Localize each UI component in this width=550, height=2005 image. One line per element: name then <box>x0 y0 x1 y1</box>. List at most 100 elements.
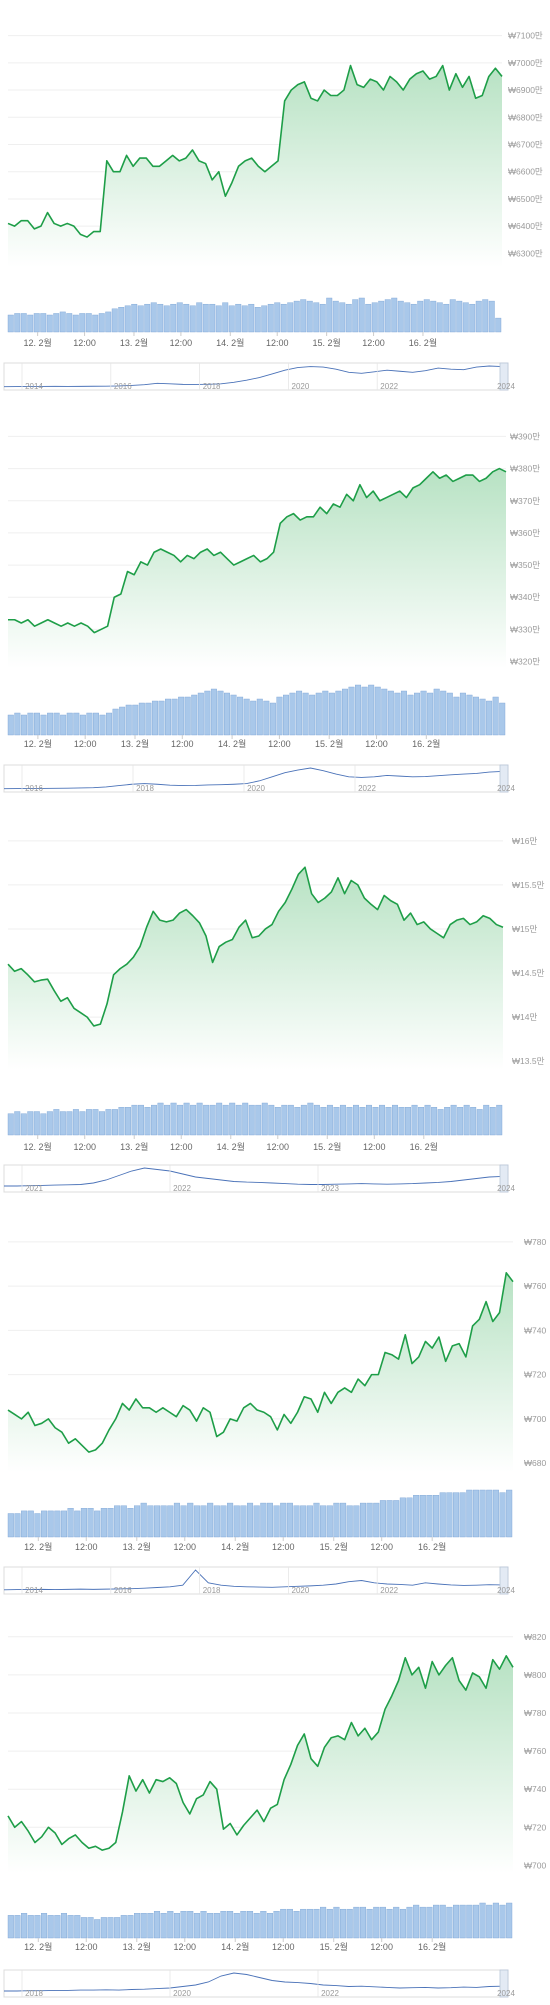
volume-bar <box>46 1111 53 1136</box>
x-tick-label: 12:00 <box>370 1542 393 1552</box>
navigator-window[interactable] <box>499 1969 509 1998</box>
volume-bar <box>74 1510 81 1538</box>
y-tick-label: ₩6700만 <box>508 140 543 150</box>
volume-bar <box>217 690 224 736</box>
volume-bar <box>433 1904 440 1939</box>
navigator[interactable]: 2018 2020 2022 2024 <box>3 1969 515 1998</box>
navigator-window[interactable] <box>499 1164 509 1193</box>
volume-bar <box>276 696 283 736</box>
volume-bar <box>267 303 274 333</box>
volume-bar <box>302 692 309 736</box>
navigator-year-label: 2014 <box>25 1586 43 1595</box>
price-line[interactable] <box>7 866 504 1027</box>
volume-bar <box>453 1492 460 1538</box>
navigator-year-label: 2018 <box>203 1586 221 1595</box>
volume-bar <box>384 299 391 333</box>
volume-bar <box>463 1104 470 1136</box>
navigator-window[interactable] <box>499 1566 509 1595</box>
navigator[interactable]: 2014 2016 2018 2020 2022 2024 <box>3 362 515 391</box>
volume-bar <box>134 1505 141 1538</box>
volume-bar <box>486 700 493 736</box>
volume-bar <box>414 692 421 736</box>
navigator-year-label: 2023 <box>321 1184 339 1193</box>
volume-bar <box>153 1911 161 1939</box>
volume-bar <box>107 1508 114 1538</box>
volume-bar <box>427 692 434 736</box>
volume-bar <box>213 1505 220 1538</box>
volume-bar <box>204 690 211 736</box>
volume-bar <box>393 1500 400 1538</box>
y-tick-label: ₩6600만 <box>508 167 543 177</box>
chart-panel-3: ₩16만 ₩15.5만 ₩15만 ₩14.5만 ₩14만 ₩13.5만 12. 2월 12:0… <box>3 836 545 1193</box>
y-tick-label: ₩7100만 <box>508 31 543 41</box>
y-tick-label: ₩340만 <box>510 592 540 602</box>
x-tick-label: 13. 2월 <box>121 738 149 749</box>
volume-bar <box>33 1111 40 1136</box>
x-tick-label: 13. 2월 <box>120 1141 148 1152</box>
volume-bar <box>7 314 14 333</box>
volume-bar <box>200 1911 207 1939</box>
y-tick-label: ₩360만 <box>510 528 540 538</box>
volume-bar <box>27 314 34 333</box>
navigator-line <box>4 1972 503 1992</box>
navigator[interactable]: 2014 2016 2018 2020 2022 2024 <box>3 1566 515 1595</box>
volume-bar <box>147 1505 154 1538</box>
volume-bar <box>326 1104 333 1136</box>
volume-bar <box>21 1510 28 1538</box>
volume-bar <box>417 300 424 333</box>
x-tick-label: 13. 2월 <box>123 1541 151 1552</box>
price-line[interactable] <box>7 1655 514 1851</box>
volume-bar <box>73 712 80 736</box>
navigator-year-label: 2022 <box>321 1989 339 1998</box>
navigator[interactable]: 2021 2022 2023 2024 <box>3 1164 515 1193</box>
x-tick-label: 12:00 <box>170 338 193 348</box>
navigator-year-label: 2020 <box>173 1989 191 1998</box>
volume-bar <box>340 1502 347 1538</box>
navigator-frame <box>3 1969 509 1998</box>
price-line[interactable] <box>7 1272 514 1453</box>
volume-bar <box>379 1104 385 1136</box>
y-tick-label: ₩390만 <box>510 431 540 441</box>
volume-bar <box>79 714 86 736</box>
volume-bar <box>27 1111 34 1136</box>
volume-bar <box>66 712 73 736</box>
volume-bar <box>80 1917 87 1939</box>
volume-bar <box>54 1915 61 1939</box>
volume-bar <box>59 1111 66 1136</box>
volume-bar <box>34 1915 41 1939</box>
volume-bar <box>220 1911 227 1939</box>
navigator-year-label: 2016 <box>114 1586 132 1595</box>
price-line[interactable] <box>7 64 503 238</box>
volume-bar <box>118 1107 125 1136</box>
volume-bar <box>173 1913 180 1939</box>
navigator-window[interactable] <box>499 764 509 793</box>
volume-bar <box>492 1902 499 1939</box>
navigator-frame <box>3 1164 509 1193</box>
volume-bar <box>439 1904 446 1939</box>
volume-bar <box>333 1502 340 1538</box>
volume-bar <box>475 300 482 333</box>
volume-bar <box>476 1109 483 1136</box>
volume-bar <box>346 1107 353 1136</box>
volume-bar <box>443 303 450 333</box>
volume-bar <box>144 1107 151 1136</box>
volume-bar <box>359 1502 367 1538</box>
volume-bar <box>322 690 329 736</box>
navigator[interactable]: 2016 2018 2020 2022 2024 <box>3 764 515 793</box>
volume-bar <box>326 1908 333 1939</box>
volume-bar <box>47 1915 54 1939</box>
volume-bar <box>145 702 152 736</box>
x-tick-label: 16. 2월 <box>418 1941 446 1952</box>
volume-bar <box>479 1902 486 1939</box>
volume-bar <box>151 700 158 736</box>
volume-bar <box>399 1908 406 1939</box>
volume-bar <box>413 1495 420 1538</box>
x-tick-label: 13. 2월 <box>123 1941 151 1952</box>
y-tick-label: ₩800 <box>524 1670 546 1680</box>
navigator-window[interactable] <box>499 362 509 391</box>
volume-bar <box>157 1102 164 1136</box>
volume-bar <box>482 299 489 333</box>
volume-bar <box>320 1505 327 1538</box>
price-line[interactable] <box>8 467 507 634</box>
volume-bar <box>450 1104 457 1136</box>
